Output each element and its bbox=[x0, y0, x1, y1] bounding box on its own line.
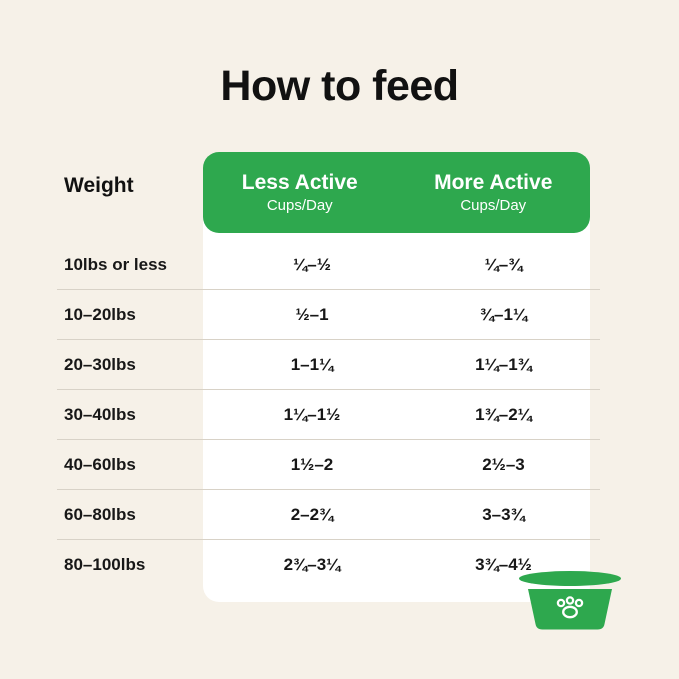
less-active-label: Less Active bbox=[241, 171, 358, 194]
table-row: 30–40lbs 1¼–1½ 1¾–2¼ bbox=[57, 390, 600, 440]
table-row: 10–20lbs ½–1 ¾–1¼ bbox=[57, 290, 600, 340]
more-active-cell: 1¾–2¼ bbox=[475, 404, 532, 424]
weight-cell: 80–100lbs bbox=[64, 555, 146, 574]
page-title: How to feed bbox=[220, 62, 459, 110]
more-active-label: More Active bbox=[434, 171, 553, 194]
table-row: 40–60lbs 1½–2 2½–3 bbox=[57, 440, 600, 490]
table-row: 20–30lbs 1–1¼ 1¼–1¾ bbox=[57, 340, 600, 390]
more-active-cell: 1¼–1¾ bbox=[475, 354, 532, 374]
weight-cell: 10lbs or less bbox=[64, 254, 168, 274]
table-row: 60–80lbs 2–2¾ 3–3¾ bbox=[57, 490, 600, 540]
weight-cell: 10–20lbs bbox=[64, 304, 136, 324]
more-active-cell: ¾–1¼ bbox=[479, 304, 528, 324]
more-active-cell: 2½–3 bbox=[482, 454, 525, 474]
weight-cell: 20–30lbs bbox=[64, 354, 136, 374]
table-row: 10lbs or less ¼–½ ¼–¾ bbox=[57, 240, 600, 290]
weight-cell: 30–40lbs bbox=[64, 404, 136, 424]
less-active-cell: 2¾–3¼ bbox=[283, 555, 341, 574]
weight-column-header: Weight bbox=[64, 174, 134, 197]
more-active-header: More Active Cups/Day bbox=[397, 152, 591, 233]
table-body-panel bbox=[203, 165, 590, 602]
less-active-cell: 1½–2 bbox=[290, 454, 334, 474]
less-active-units: Cups/Day bbox=[266, 197, 333, 214]
more-active-cell: 3–3¾ bbox=[482, 504, 525, 524]
less-active-cell: 1¼–1½ bbox=[283, 404, 341, 424]
dog-bowl-icon bbox=[519, 571, 621, 630]
more-active-cell: 3¾–4½ bbox=[475, 555, 532, 574]
weight-cell: 60–80lbs bbox=[64, 504, 136, 524]
more-active-cell: ¼–¾ bbox=[484, 254, 523, 274]
table-row: 80–100lbs 2¾–3¼ 3¾–4½ bbox=[57, 540, 600, 590]
less-active-cell: 2–2¾ bbox=[290, 504, 334, 524]
paw-print-icon bbox=[556, 596, 584, 619]
weight-cell: 40–60lbs bbox=[64, 454, 136, 474]
more-active-units: Cups/Day bbox=[460, 197, 527, 214]
less-active-header: Less Active Cups/Day bbox=[203, 152, 397, 233]
less-active-cell: 1–1¼ bbox=[290, 354, 334, 374]
less-active-cell: ¼–½ bbox=[293, 254, 331, 274]
table-green-header: Less Active Cups/Day More Active Cups/Da… bbox=[203, 152, 590, 233]
table-rows: 10lbs or less ¼–½ ¼–¾ 10–20lbs ½–1 ¾–1¼ … bbox=[57, 240, 600, 590]
less-active-cell: ½–1 bbox=[295, 304, 329, 324]
